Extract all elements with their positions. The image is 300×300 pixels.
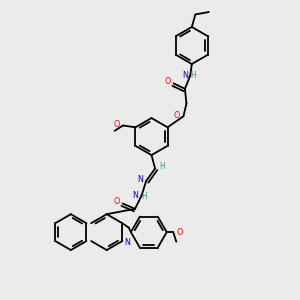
Text: O: O [176, 228, 182, 237]
Text: O: O [164, 77, 171, 86]
Text: H: H [159, 162, 164, 171]
Text: H: H [141, 192, 147, 201]
Text: N: N [132, 191, 138, 200]
Text: O: O [174, 111, 180, 120]
Text: O: O [114, 120, 120, 129]
Text: N: N [137, 175, 143, 184]
Text: N: N [182, 71, 188, 80]
Text: O: O [113, 197, 120, 206]
Text: N: N [125, 238, 130, 247]
Text: H: H [190, 71, 196, 80]
